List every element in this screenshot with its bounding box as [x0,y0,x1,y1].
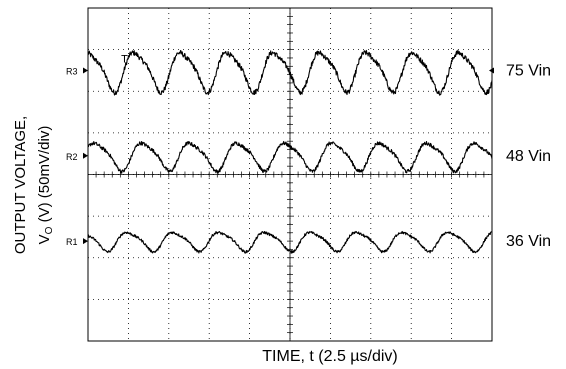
reference-marker-arrow [83,238,88,245]
reference-marker-arrow [83,67,88,74]
series-label: 36 Vin [506,233,551,250]
reference-marker-label: R1 [66,237,78,247]
trace-end-arrow [489,67,494,74]
series-label: 75 Vin [506,62,551,79]
chart-grid [87,7,493,342]
y-axis-label: OUTPUT VOLTAGE, VO (V) (50mV/div) [12,116,55,254]
trigger-marker: T [121,53,128,65]
waveform-trace [87,140,493,174]
series-labels: 75 Vin 48 Vin 36 Vin [506,62,551,250]
reference-marker-label: R2 [66,152,78,162]
reference-marker-label: R3 [66,66,78,76]
y-axis-label-line1: OUTPUT VOLTAGE, [12,116,29,254]
waveform-trace [87,230,493,254]
series-label: 48 Vin [506,148,551,165]
waveform-trace [87,49,493,96]
reference-marker-arrow [83,152,88,159]
x-axis-label: TIME, t (2.5 µs/div) [262,348,397,365]
waveform-traces [87,49,493,254]
y-axis-label-line2: VO (V) (50mV/div) [36,126,55,245]
reference-markers: R3 R2 R1 [66,66,494,247]
